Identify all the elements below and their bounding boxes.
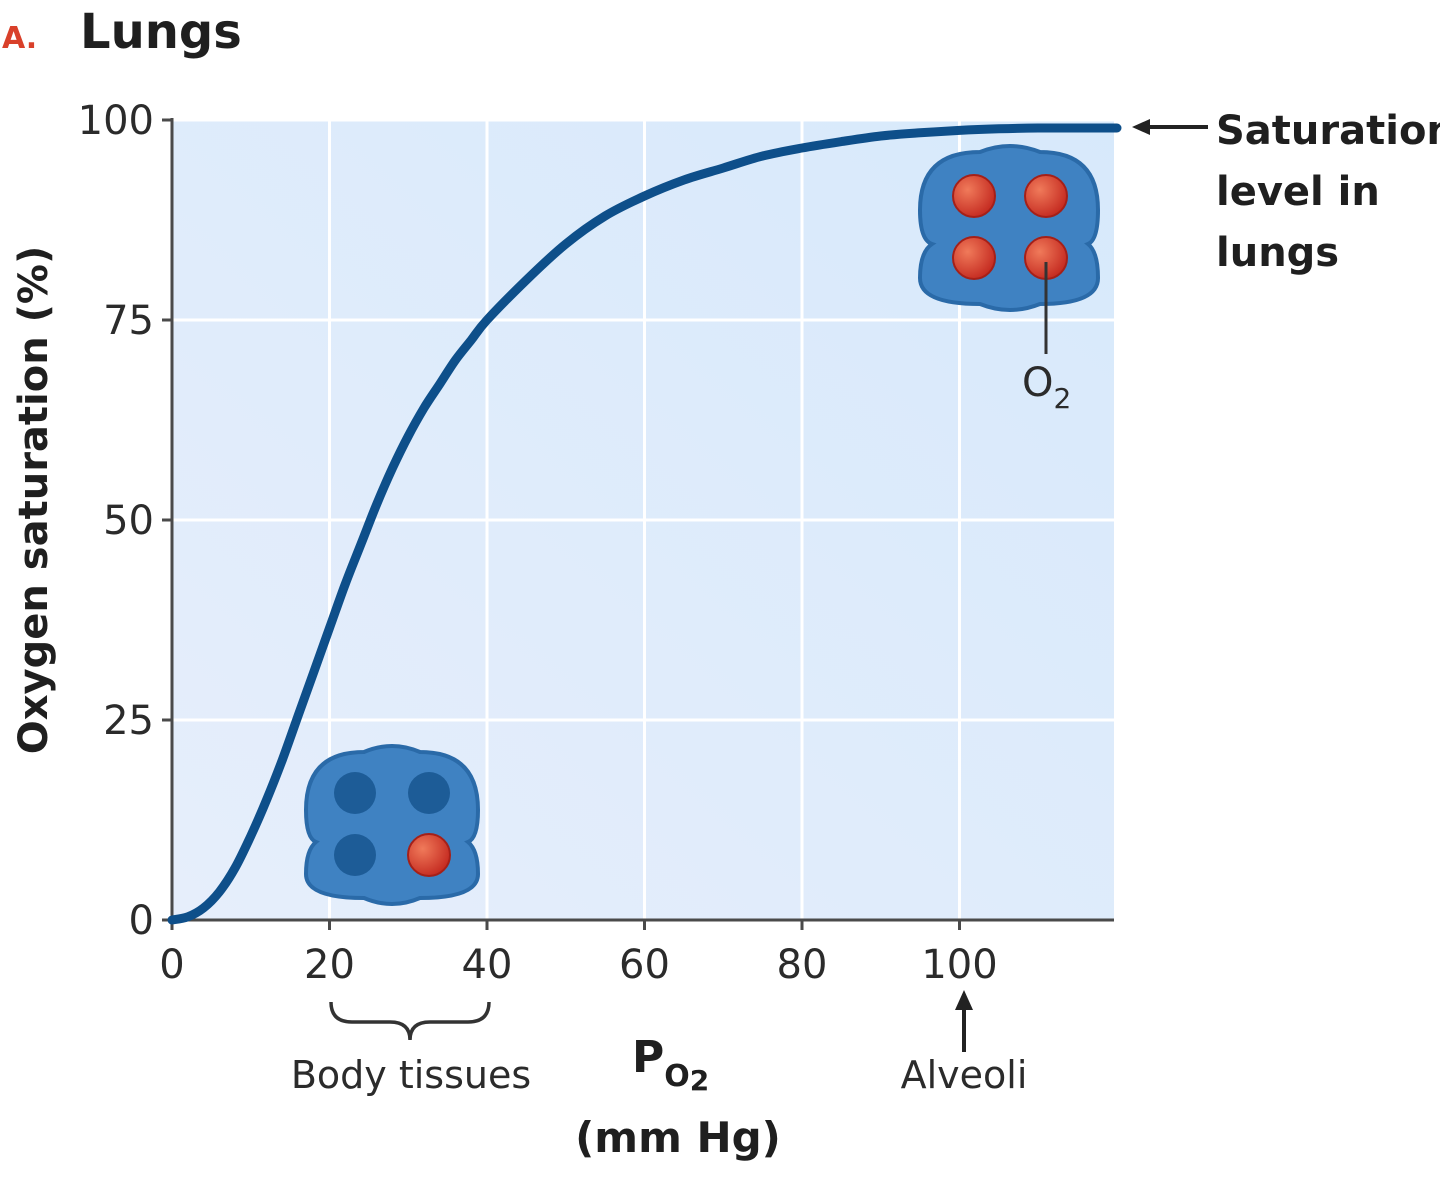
x-tick-label: 100 bbox=[921, 942, 997, 988]
x-tick-label: 20 bbox=[304, 942, 355, 988]
y-axis-ticks: 0 25 50 75 100 bbox=[78, 98, 172, 944]
x-axis-label: PO2 bbox=[632, 1032, 709, 1097]
o2-callout-label: O2 bbox=[1022, 360, 1071, 415]
x-axis-label-o: O bbox=[664, 1059, 690, 1094]
chart-title: Lungs bbox=[80, 4, 242, 60]
x-axis-label-2: 2 bbox=[690, 1064, 709, 1097]
x-tick-label: 40 bbox=[462, 942, 513, 988]
alveoli-arrow-head bbox=[955, 990, 973, 1010]
x-tick-label: 60 bbox=[619, 942, 670, 988]
body-tissues-label: Body tissues bbox=[291, 1053, 531, 1097]
saturation-label-line-2: level in bbox=[1216, 169, 1380, 215]
y-tick-label: 0 bbox=[129, 898, 154, 944]
x-axis-units: (mm Hg) bbox=[575, 1113, 781, 1162]
panel-letter: A. bbox=[2, 21, 37, 56]
saturation-label-line-3: lungs bbox=[1216, 230, 1339, 276]
saturation-label-line-1: Saturation bbox=[1216, 108, 1440, 154]
hemoglobin-unloaded-icon bbox=[303, 744, 481, 906]
y-tick-label: 75 bbox=[103, 298, 154, 344]
y-tick-label: 25 bbox=[103, 698, 154, 744]
saturation-label: Saturation level in lungs bbox=[1216, 108, 1440, 276]
saturation-arrow-head bbox=[1132, 119, 1150, 135]
y-tick-label: 50 bbox=[103, 498, 154, 544]
y-tick-label: 100 bbox=[78, 98, 154, 144]
y-axis-label: Oxygen saturation (%) bbox=[11, 246, 57, 755]
grid-lines bbox=[172, 118, 1114, 920]
alveoli-label: Alveoli bbox=[901, 1053, 1028, 1097]
saturation-curve bbox=[167, 123, 1122, 925]
x-axis-label-p: P bbox=[632, 1032, 664, 1083]
hemoglobin-saturated-icon bbox=[917, 144, 1101, 312]
x-tick-label: 80 bbox=[777, 942, 828, 988]
body-tissues-brace bbox=[329, 1001, 491, 1041]
x-tick-label: 0 bbox=[159, 942, 184, 988]
x-axis-ticks: 0 20 40 60 80 100 bbox=[159, 920, 998, 988]
